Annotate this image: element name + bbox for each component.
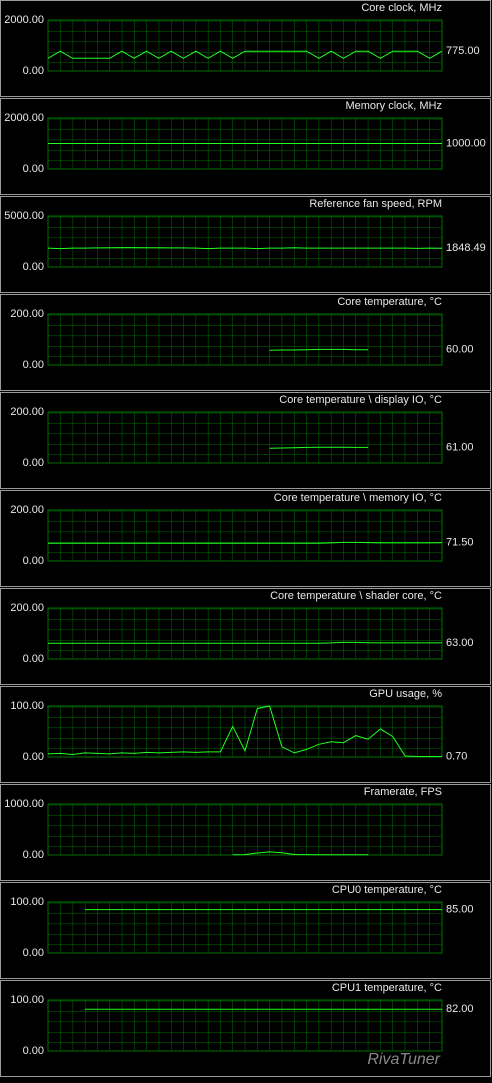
panel: CPU0 temperature, °C 0.00 100.00 85.00: [0, 882, 491, 979]
panel-title: Core temperature \ display IO, °C: [279, 394, 442, 406]
panel-title: CPU1 temperature, °C: [332, 982, 442, 994]
series-line: [269, 348, 369, 351]
panel: Core temperature \ memory IO, °C 0.00 200.…: [0, 490, 491, 587]
y-tick-label: 100.00: [10, 700, 44, 712]
panel: Framerate, FPS 0.00 1000.00: [0, 784, 491, 881]
current-value: 82.00: [446, 1003, 474, 1015]
y-tick-label: 0.00: [23, 947, 44, 959]
y-tick-label: 2000.00: [4, 14, 44, 26]
series-line: [48, 541, 443, 544]
panel: Core clock, MHz 0.00 2000.00 775.00: [0, 0, 491, 97]
panel: CPU1 temperature, °C 0.00 100.00 82.00: [0, 980, 491, 1077]
current-value: 61.00: [446, 441, 474, 453]
current-value: 1000.00: [446, 137, 486, 149]
panel: Core temperature, °C 0.00 200.00 60.00: [0, 294, 491, 391]
grid: [47, 999, 443, 1052]
series-line: [47, 50, 443, 59]
panel: Core temperature \ shader core, °C 0.00 20…: [0, 588, 491, 685]
y-tick-label: 100.00: [10, 896, 44, 908]
y-tick-label: 0.00: [23, 849, 44, 861]
grid: [47, 607, 443, 660]
panel: GPU usage, % 0.00 100.00 0.70: [0, 686, 491, 783]
current-value: 775.00: [446, 45, 480, 57]
panel: Core temperature \ display IO, °C 0.00 200…: [0, 392, 491, 489]
grid: [47, 901, 443, 954]
panel-title: Core clock, MHz: [361, 2, 442, 14]
current-value: 1848.49: [446, 242, 486, 254]
series-line: [47, 247, 443, 250]
grid: [47, 215, 443, 268]
y-tick-label: 0.00: [23, 65, 44, 77]
grid: [47, 803, 443, 856]
y-tick-label: 200.00: [10, 406, 44, 418]
series-line: [269, 446, 369, 449]
series-line: [47, 705, 443, 758]
grid: [47, 313, 443, 366]
y-tick-label: 0.00: [23, 457, 44, 469]
panel-title: Core temperature \ shader core, °C: [270, 590, 442, 602]
current-value: 60.00: [446, 344, 474, 356]
panel: Reference fan speed, RPM 0.00 5000.00 1848.…: [0, 196, 491, 293]
panel-title: Core temperature, °C: [337, 296, 442, 308]
current-value: 0.70: [446, 751, 467, 763]
grid: [47, 705, 443, 758]
y-tick-label: 0.00: [23, 653, 44, 665]
grid: [47, 509, 443, 562]
panel-title: CPU0 temperature, °C: [332, 884, 442, 896]
y-tick-label: 0.00: [23, 555, 44, 567]
y-tick-label: 0.00: [23, 359, 44, 371]
grid: [47, 411, 443, 464]
watermark: RivaTuner: [367, 1051, 440, 1068]
y-tick-label: 200.00: [10, 308, 44, 320]
grid: [47, 19, 443, 72]
y-tick-label: 100.00: [10, 994, 44, 1006]
y-tick-label: 5000.00: [4, 210, 44, 222]
current-value: 85.00: [446, 904, 474, 916]
y-tick-label: 0.00: [23, 163, 44, 175]
current-value: 71.50: [446, 537, 474, 549]
current-value: 63.00: [446, 637, 474, 649]
panel-title: Memory clock, MHz: [345, 100, 442, 112]
y-tick-label: 0.00: [23, 261, 44, 273]
y-tick-label: 200.00: [10, 504, 44, 516]
y-tick-label: 2000.00: [4, 112, 44, 124]
panel-title: Core temperature \ memory IO, °C: [274, 492, 442, 504]
y-tick-label: 200.00: [10, 602, 44, 614]
panel: Memory clock, MHz 0.00 2000.00 1000.00: [0, 98, 491, 195]
panel-title: Reference fan speed, RPM: [309, 198, 442, 210]
series-line: [48, 641, 442, 644]
y-tick-label: 0.00: [23, 1045, 44, 1057]
panel-title: GPU usage, %: [369, 688, 442, 700]
y-tick-label: 0.00: [23, 751, 44, 763]
y-tick-label: 1000.00: [4, 798, 44, 810]
series-line: [232, 851, 369, 856]
panel-title: Framerate, FPS: [364, 786, 442, 798]
